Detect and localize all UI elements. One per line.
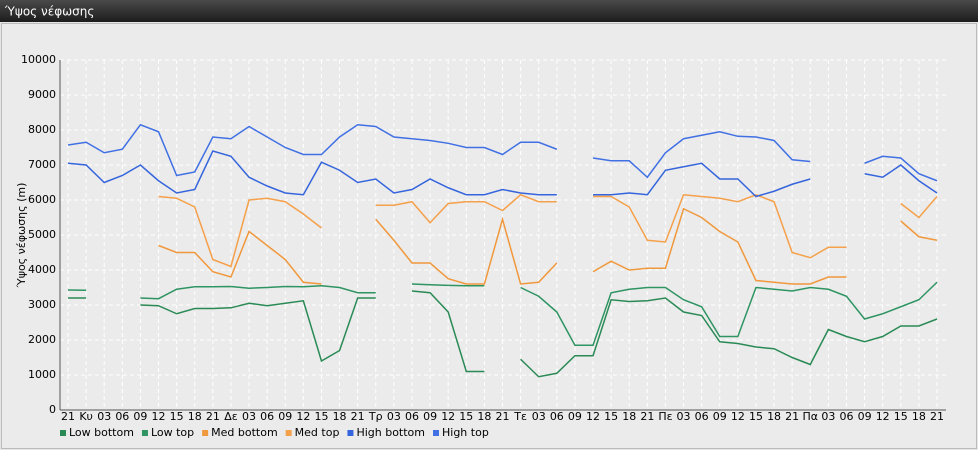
legend-swatch <box>285 430 292 436</box>
x-tick-label: 12 <box>876 410 890 423</box>
x-tick-label: 03 <box>387 410 401 423</box>
x-tick-label: 03 <box>677 410 691 423</box>
x-tick-label: 06 <box>839 410 853 423</box>
x-tick-label: Πα <box>803 410 819 423</box>
series-line <box>158 193 938 268</box>
x-tick-label: 06 <box>115 410 129 423</box>
x-tick-label: 21 <box>206 410 220 423</box>
x-tick-label: 18 <box>477 410 491 423</box>
x-tick-label: 21 <box>351 410 365 423</box>
x-tick-label: Τρ <box>368 410 383 423</box>
legend-label: High top <box>442 426 489 439</box>
y-tick-label: 8000 <box>28 123 56 136</box>
legend-label: High bottom <box>356 426 425 439</box>
x-tick-label: 21 <box>61 410 75 423</box>
series-line <box>67 150 938 198</box>
x-tick-label: 15 <box>459 410 473 423</box>
y-tick-label: 2000 <box>28 333 56 346</box>
legend-label: Low top <box>151 426 194 439</box>
x-tick-label: 18 <box>912 410 926 423</box>
x-tick-label: 15 <box>749 410 763 423</box>
y-tick-label: 3000 <box>28 298 56 311</box>
x-tick-label: 21 <box>785 410 799 423</box>
x-tick-label: 06 <box>550 410 564 423</box>
x-tick-label: 18 <box>188 410 202 423</box>
x-tick-label: 09 <box>858 410 872 423</box>
x-tick-label: 18 <box>767 410 781 423</box>
x-tick-label: 15 <box>894 410 908 423</box>
y-tick-label: 0 <box>49 403 56 416</box>
y-tick-label: 6000 <box>28 193 56 206</box>
x-tick-label: 06 <box>405 410 419 423</box>
x-tick-label: 15 <box>314 410 328 423</box>
series-line <box>68 290 938 378</box>
legend-swatch <box>141 430 148 436</box>
x-tick-label: 09 <box>278 410 292 423</box>
x-tick-label: 15 <box>604 410 618 423</box>
x-tick-label: 09 <box>568 410 582 423</box>
y-axis-title: Ύψος νέφωσης (m) <box>15 183 28 289</box>
x-tick-label: Δε <box>224 410 238 423</box>
x-tick-label: 12 <box>152 410 166 423</box>
x-tick-label: Τε <box>513 410 527 423</box>
series-line <box>158 207 938 285</box>
x-tick-label: 15 <box>170 410 184 423</box>
series-line <box>67 123 938 182</box>
x-tick-label: 06 <box>260 410 274 423</box>
y-tick-label: 10000 <box>21 53 56 66</box>
x-tick-label: 18 <box>622 410 636 423</box>
x-tick-label: Πε <box>658 410 672 423</box>
x-tick-label: 06 <box>695 410 709 423</box>
y-tick-label: 1000 <box>28 368 56 381</box>
legend-swatch <box>433 430 439 436</box>
x-tick-label: 12 <box>296 410 310 423</box>
legend-label: Med top <box>295 426 340 439</box>
x-tick-label: 03 <box>242 410 256 423</box>
series-line <box>67 281 938 346</box>
x-tick-label: 12 <box>441 410 455 423</box>
x-tick-label: 03 <box>532 410 546 423</box>
title-bar <box>0 0 978 22</box>
x-tick-label: 09 <box>423 410 437 423</box>
x-tick-label: Κυ <box>79 410 93 423</box>
x-tick-label: 12 <box>586 410 600 423</box>
x-tick-label: 09 <box>713 410 727 423</box>
x-tick-label: 21 <box>496 410 510 423</box>
y-tick-label: 5000 <box>28 228 56 241</box>
y-tick-label: 7000 <box>28 158 56 171</box>
x-tick-label: 03 <box>97 410 111 423</box>
chart-title: Ύψος νέφωσης <box>4 5 94 19</box>
y-tick-label: 4000 <box>28 263 56 276</box>
legend-swatch <box>202 430 209 436</box>
legend-label: Med bottom <box>211 426 278 439</box>
y-tick-label: 9000 <box>28 88 56 101</box>
x-tick-label: 21 <box>930 410 944 423</box>
legend-swatch <box>347 430 354 436</box>
x-tick-label: 09 <box>133 410 147 423</box>
x-tick-label: 21 <box>640 410 654 423</box>
x-tick-label: 18 <box>333 410 347 423</box>
x-tick-label: 03 <box>821 410 835 423</box>
legend-label: Low bottom <box>69 426 134 439</box>
chart-area <box>1 23 977 449</box>
legend-swatch <box>60 430 66 436</box>
x-tick-label: 12 <box>731 410 745 423</box>
